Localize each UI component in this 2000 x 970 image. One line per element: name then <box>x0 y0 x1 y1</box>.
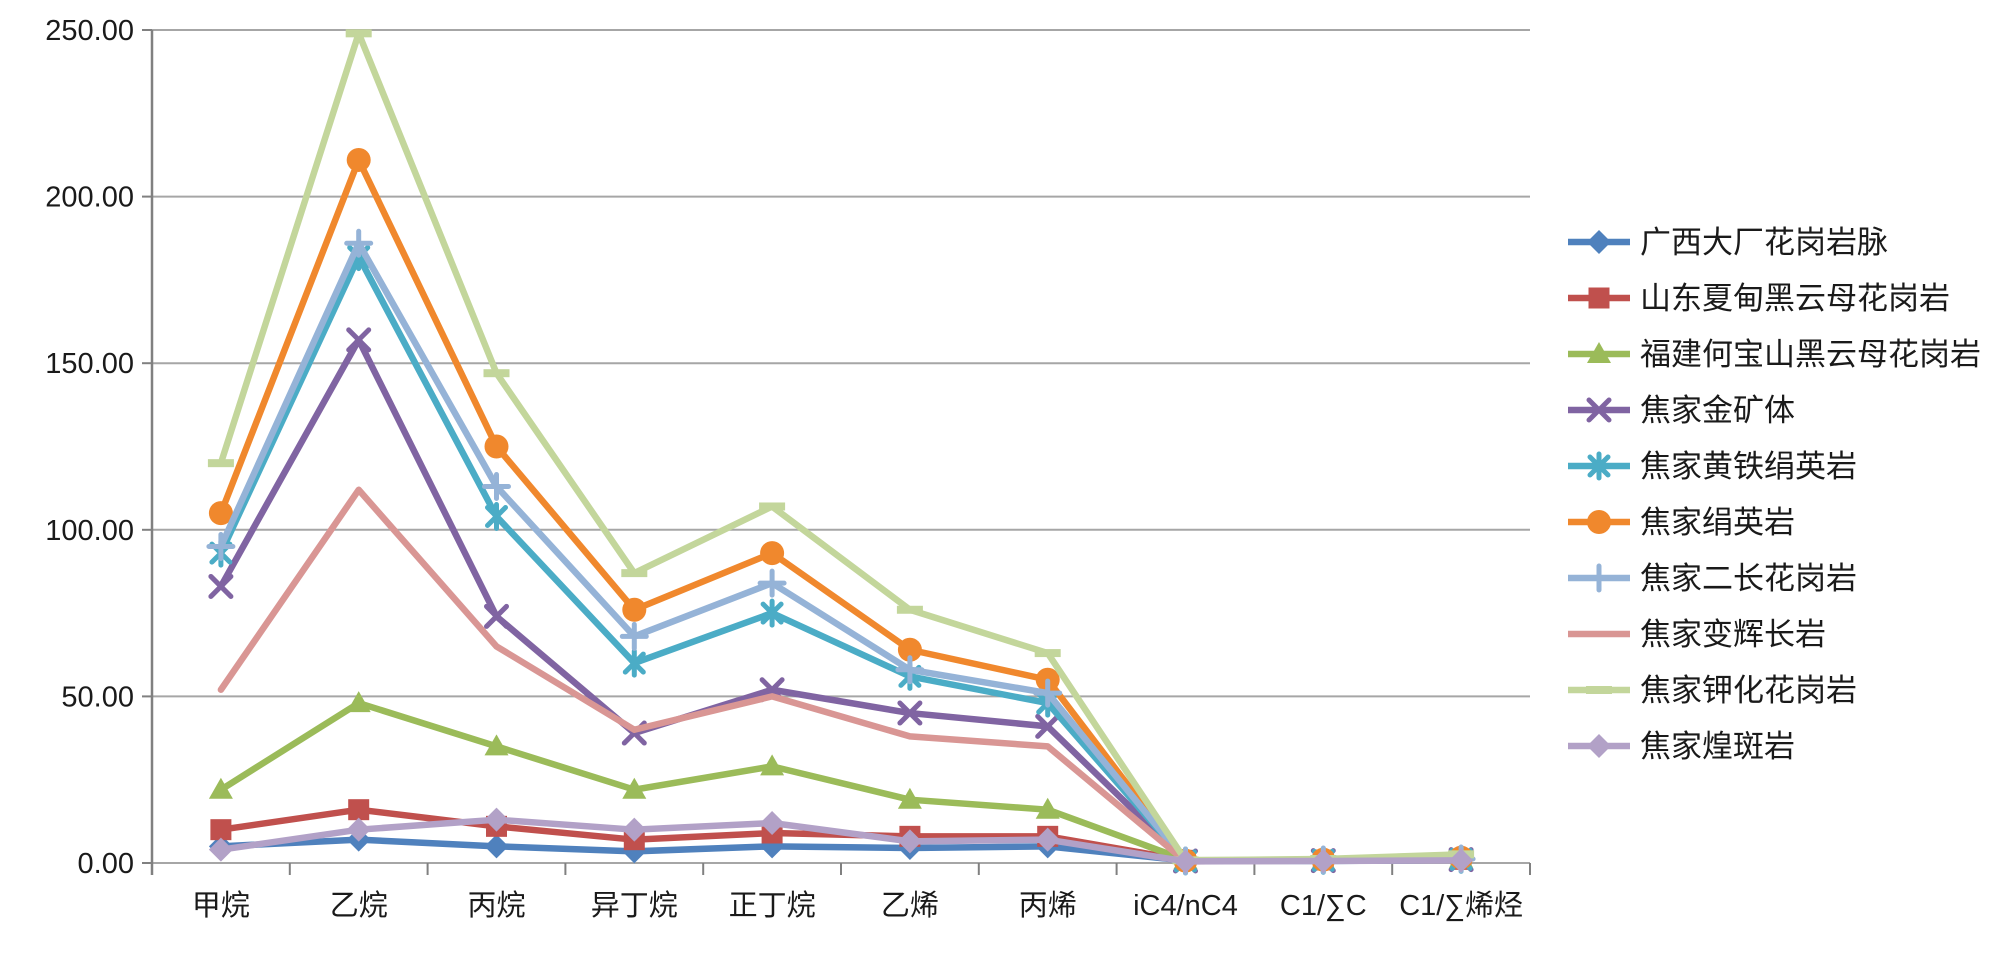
data-point-marker <box>344 228 374 258</box>
data-point-marker <box>208 777 233 799</box>
legend-item-label: 焦家金矿体 <box>1640 393 1795 428</box>
legend-item-label: 焦家变辉长岩 <box>1640 617 1826 652</box>
data-point-marker <box>760 811 785 836</box>
data-point-marker <box>346 691 371 713</box>
y-axis-tick-label: 150.00 <box>45 348 134 380</box>
data-point-marker <box>484 603 509 629</box>
data-point-marker <box>1587 230 1611 254</box>
y-axis-tick-label: 200.00 <box>45 182 134 214</box>
series-line-8 <box>217 486 1465 865</box>
x-axis-category-label: 乙烯 <box>881 889 939 922</box>
x-axis-category-label: 丙烯 <box>1019 889 1077 922</box>
data-point-marker <box>897 700 923 726</box>
data-point-marker <box>757 568 787 598</box>
data-point-marker <box>346 147 371 172</box>
data-point-marker <box>760 541 785 566</box>
data-point-marker <box>1587 342 1611 363</box>
data-point-marker <box>345 29 372 38</box>
legend-item-label: 焦家二长花岗岩 <box>1640 561 1857 596</box>
x-axis-category-label: 丙烷 <box>467 889 525 922</box>
data-point-marker <box>207 459 234 468</box>
data-point-marker <box>897 829 922 854</box>
y-axis-tick-label: 0.00 <box>78 848 134 880</box>
x-axis-category-label: 正丁烷 <box>729 889 816 922</box>
x-axis-category-label: C1/∑烯烃 <box>1399 889 1523 922</box>
x-axis-category-label: 乙烷 <box>330 889 388 922</box>
data-point-marker <box>348 799 370 821</box>
data-point-marker <box>485 501 508 531</box>
data-point-marker <box>1587 734 1611 758</box>
data-point-marker <box>1586 686 1612 694</box>
data-point-marker <box>619 621 649 651</box>
legend-item-label: 焦家煌斑岩 <box>1640 729 1795 764</box>
data-point-marker <box>346 327 372 353</box>
data-point-marker <box>484 834 509 859</box>
data-point-marker <box>1034 649 1061 658</box>
data-point-marker <box>484 734 509 756</box>
series-line-7 <box>217 239 1465 865</box>
data-point-marker <box>482 471 511 501</box>
data-point-marker <box>896 605 923 614</box>
y-axis-tick-label: 50.00 <box>61 681 134 713</box>
data-point-marker <box>1586 397 1612 423</box>
data-point-marker <box>208 501 233 526</box>
data-point-marker <box>759 502 786 511</box>
legend-item-label: 焦家黄铁绢英岩 <box>1640 449 1857 484</box>
data-point-marker <box>1035 827 1060 852</box>
data-point-marker <box>1035 713 1061 739</box>
legend-item-label: 焦家绢英岩 <box>1640 505 1795 540</box>
data-point-marker <box>621 569 648 578</box>
legend-item-label: 广西大厂花岗岩脉 <box>1640 225 1888 260</box>
data-point-marker <box>1587 510 1611 534</box>
legend-item-label: 山东夏甸黑云母花岗岩 <box>1640 281 1950 316</box>
data-point-marker <box>622 648 646 678</box>
data-point-marker <box>1588 287 1610 309</box>
data-point-marker <box>622 777 647 799</box>
data-point-marker <box>484 434 509 459</box>
data-point-marker <box>346 817 371 842</box>
data-point-marker <box>622 817 647 842</box>
data-point-marker <box>897 787 922 809</box>
data-point-marker <box>1033 678 1063 708</box>
data-point-marker <box>484 807 509 832</box>
x-axis-category-label: C1/∑C <box>1280 890 1367 922</box>
y-axis-tick-label: 100.00 <box>45 515 134 547</box>
data-point-marker <box>206 531 236 561</box>
x-axis-category-label: iC4/nC4 <box>1133 890 1238 922</box>
data-point-marker <box>1311 849 1336 874</box>
legend-item-label: 福建何宝山黑云母花岗岩 <box>1640 337 1981 372</box>
data-point-marker <box>1035 797 1060 819</box>
data-point-marker <box>895 655 925 685</box>
series-line-10 <box>217 816 1465 865</box>
data-point-marker <box>1587 451 1611 481</box>
series-line-9 <box>217 30 1465 864</box>
data-point-marker <box>622 597 647 622</box>
data-point-marker <box>760 754 785 776</box>
legend-item-label: 焦家钾化花岗岩 <box>1640 673 1857 708</box>
data-point-marker <box>208 837 233 862</box>
data-point-marker <box>210 819 232 841</box>
data-point-marker <box>1173 849 1198 874</box>
y-axis-tick-label: 250.00 <box>45 15 134 47</box>
data-point-marker <box>483 369 510 378</box>
x-axis-category-label: 异丁烷 <box>591 889 678 922</box>
data-point-marker <box>1584 563 1614 593</box>
series-line-6 <box>217 156 1465 864</box>
data-point-marker <box>1449 848 1474 873</box>
data-point-marker <box>897 637 922 662</box>
x-axis-category-label: 甲烷 <box>192 889 250 922</box>
data-point-marker <box>208 573 234 599</box>
data-point-marker <box>760 598 784 628</box>
